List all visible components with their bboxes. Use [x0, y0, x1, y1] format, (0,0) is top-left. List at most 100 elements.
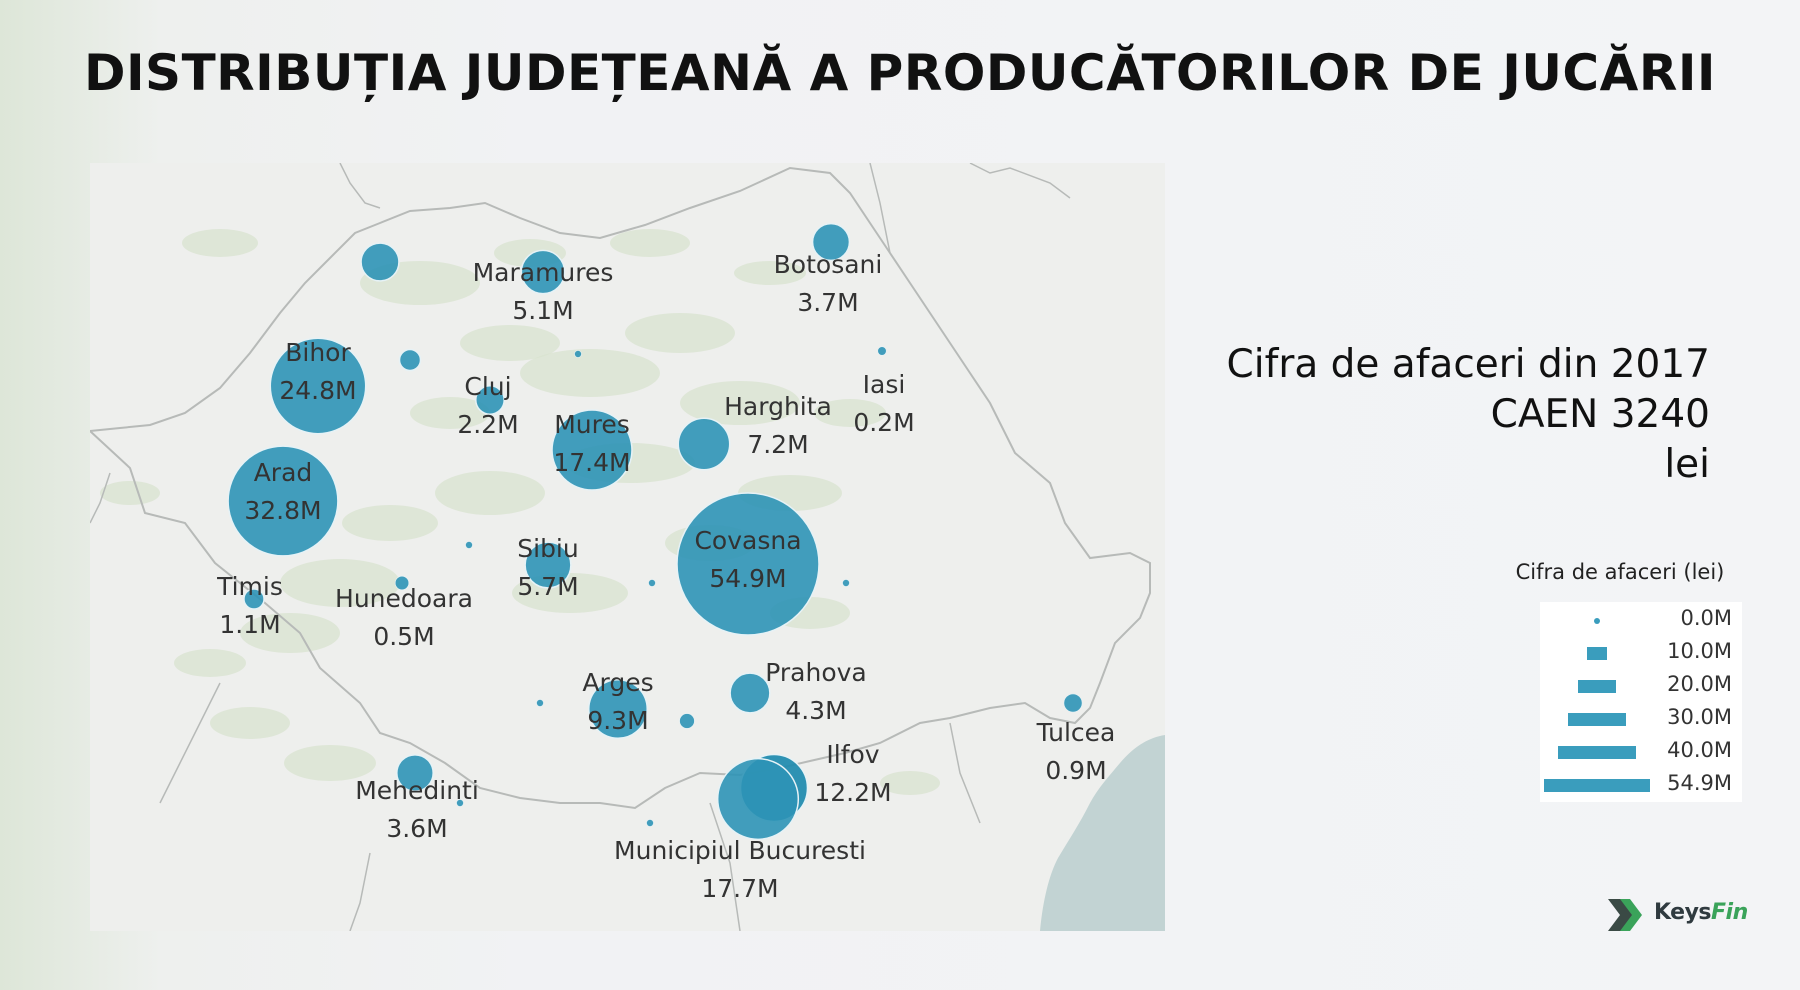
- legend-size-bar: [1577, 680, 1617, 693]
- black-sea: [1040, 735, 1165, 931]
- legend-size-bar: [1544, 779, 1650, 792]
- forest-patch: [284, 745, 376, 781]
- map-canvas: Maramures 5.1M Botosani 3.7M Bihor 24.8M Cluj 2…: [90, 163, 1165, 931]
- label-ilfov-value: 12.2M: [814, 778, 891, 807]
- label-mehedinti-name: Mehedinti: [355, 776, 479, 805]
- bubble-mehedinti[interactable]: [396, 754, 434, 792]
- label-hunedoara-value: 0.5M: [373, 622, 434, 651]
- bubble-sibiu[interactable]: [524, 541, 572, 589]
- forest-patch: [610, 229, 690, 257]
- legend-label: 40.0M: [1667, 738, 1732, 762]
- label-bihor-value: 24.8M: [279, 376, 356, 405]
- bubble-unlabeled-4[interactable]: [465, 541, 473, 549]
- forest-patch: [680, 381, 800, 425]
- bubble-unlabeled-2[interactable]: [574, 350, 582, 358]
- bubble-bihor[interactable]: [269, 337, 367, 435]
- label-covasna-name: Covasna: [694, 526, 801, 555]
- legend-row: 40.0M: [1540, 736, 1742, 769]
- label-prahova-name: Prahova: [765, 658, 867, 687]
- keysfin-chevron-icon: [1608, 899, 1642, 931]
- legend-row: 54.9M: [1540, 769, 1742, 802]
- forest-patch: [342, 505, 438, 541]
- label-iasi-name: Iasi: [863, 370, 906, 399]
- bubble-timis[interactable]: [243, 588, 265, 610]
- subtitle-line-2: CAEN 3240: [1490, 392, 1710, 437]
- legend-row: 20.0M: [1540, 670, 1742, 703]
- forest-patch: [210, 707, 290, 739]
- forest-patch: [814, 399, 886, 427]
- forest-patch: [174, 649, 246, 677]
- label-mures-value: 17.4M: [553, 448, 630, 477]
- bubble-iasi[interactable]: [877, 346, 887, 356]
- label-sibiu-value: 5.7M: [517, 572, 578, 601]
- forest-patch: [734, 261, 806, 285]
- bubble-mures[interactable]: [551, 409, 633, 491]
- forest-patches: [100, 229, 940, 795]
- brand-name-fin: Fin: [1711, 900, 1748, 925]
- forest-patch: [240, 613, 340, 653]
- label-tulcea-value: 0.9M: [1045, 756, 1106, 785]
- bubble-maramures[interactable]: [520, 249, 566, 295]
- bubble-unlabeled-10[interactable]: [456, 799, 464, 807]
- country-outline: [90, 166, 1151, 810]
- bubble-harghita[interactable]: [677, 417, 731, 471]
- label-botosani-value: 3.7M: [797, 288, 858, 317]
- legend-row: 10.0M: [1540, 637, 1742, 670]
- bubble-botosani[interactable]: [811, 222, 851, 262]
- legend-size-bar: [1587, 647, 1607, 660]
- neighbor-border-north: [339, 163, 1071, 254]
- bubble-covasna[interactable]: [676, 492, 820, 636]
- legend-row: 30.0M: [1540, 703, 1742, 736]
- forest-patch: [460, 325, 560, 361]
- brand-logo: KeysFin: [1604, 893, 1748, 937]
- forest-patch: [435, 471, 545, 515]
- neighbor-border-south: [90, 472, 981, 931]
- bubble-unlabeled-8[interactable]: [679, 713, 695, 729]
- bubble-unlabeled-7[interactable]: [536, 699, 544, 707]
- bubble-unlabeled-9[interactable]: [646, 819, 654, 827]
- label-municipiul-bucuresti-name: Municipiul Bucuresti: [614, 836, 866, 865]
- label-municipiul-bucuresti-value: 17.7M: [701, 874, 778, 903]
- label-botosani-name: Botosani: [774, 250, 883, 279]
- forest-patch: [100, 481, 160, 505]
- bubble-hunedoara[interactable]: [394, 575, 410, 591]
- forest-patch: [280, 559, 400, 607]
- bubble-unlabeled-6[interactable]: [842, 579, 850, 587]
- bubble-unlabeled-3[interactable]: [398, 348, 422, 372]
- bubble-arges[interactable]: [588, 679, 648, 739]
- label-harghita-value: 7.2M: [747, 430, 808, 459]
- label-cluj-name: Cluj: [464, 372, 511, 401]
- legend-title: Cifra de afaceri (lei): [1515, 560, 1725, 584]
- label-arges-name: Arges: [582, 668, 653, 697]
- bubble-cluj[interactable]: [475, 385, 505, 415]
- label-timis-name: Timis: [216, 572, 283, 601]
- label-arad-value: 32.8M: [244, 496, 321, 525]
- label-ilfov-name: Ilfov: [826, 740, 879, 769]
- legend-label: 30.0M: [1667, 705, 1732, 729]
- label-covasna-value: 54.9M: [709, 564, 786, 593]
- bubble-arad[interactable]: [227, 445, 339, 557]
- bubble-tulcea[interactable]: [1063, 693, 1083, 713]
- legend-label: 0.0M: [1680, 606, 1732, 630]
- bubble-unlabeled-1[interactable]: [360, 242, 400, 282]
- label-hunedoara-name: Hunedoara: [335, 584, 473, 613]
- brand-name-keys: Keys: [1654, 900, 1712, 925]
- label-sibiu-name: Sibiu: [517, 534, 578, 563]
- legend-size-bar: [1568, 713, 1626, 726]
- legend-label: 54.9M: [1667, 771, 1732, 795]
- bubble-municipiul-bucuresti[interactable]: [716, 757, 800, 841]
- label-maramures-value: 5.1M: [512, 296, 573, 325]
- page-title: DISTRIBUȚIA JUDEȚEANĂ A PRODUCĂTORILOR D…: [83, 44, 1717, 102]
- label-mures-name: Mures: [554, 410, 630, 439]
- label-timis-value: 1.1M: [219, 610, 280, 639]
- forest-patch: [880, 771, 940, 795]
- forest-patch: [625, 313, 735, 353]
- bubble-unlabeled-5[interactable]: [648, 579, 656, 587]
- map-panel[interactable]: Maramures 5.1M Botosani 3.7M Bihor 24.8M Cluj 2…: [90, 163, 1165, 931]
- legend-label: 20.0M: [1667, 672, 1732, 696]
- legend-row: 0.0M: [1540, 604, 1742, 637]
- label-harghita-name: Harghita: [724, 392, 832, 421]
- bubble-prahova[interactable]: [729, 672, 771, 714]
- label-maramures-name: Maramures: [473, 258, 614, 287]
- label-iasi-value: 0.2M: [853, 408, 914, 437]
